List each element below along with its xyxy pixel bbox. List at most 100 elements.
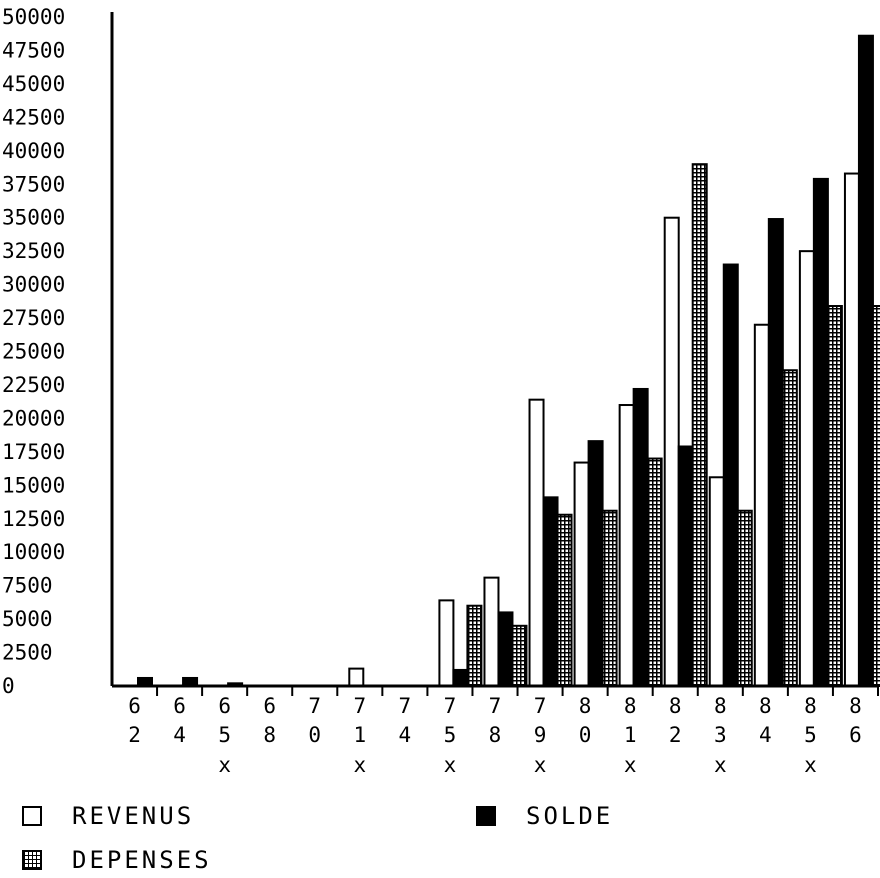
x-tick-label-bottom: 2	[669, 723, 682, 747]
bar-solde	[542, 496, 559, 688]
y-tick-label: 32500	[2, 239, 65, 263]
bar-revenus	[618, 404, 635, 687]
x-tick-label-top: 8	[804, 694, 817, 718]
y-tick-label: 37500	[2, 172, 65, 196]
legend-label-depenses: DEPENSES	[72, 846, 212, 874]
x-tick-mark: x	[534, 753, 547, 777]
bar-revenus	[528, 398, 545, 687]
x-tick-label-top: 8	[759, 694, 772, 718]
legend: REVENUS SOLDE DEPENSES	[0, 790, 880, 878]
y-tick-label: 20000	[2, 406, 65, 430]
bar-depenses	[826, 305, 843, 687]
x-tick-label-top: 6	[218, 694, 231, 718]
x-tick-label-top: 7	[444, 694, 457, 718]
y-tick-label: 35000	[2, 206, 65, 230]
y-tick-label: 40000	[2, 139, 65, 163]
x-tick-label-bottom: 5	[444, 723, 457, 747]
legend-item-depenses: DEPENSES	[22, 846, 212, 874]
y-tick-label: 17500	[2, 440, 65, 464]
bar-revenus	[348, 667, 365, 688]
y-tick-label: 22500	[2, 373, 65, 397]
bar-solde	[497, 611, 514, 687]
legend-swatch-hatched	[22, 850, 42, 870]
x-tick-label-top: 7	[489, 694, 502, 718]
x-tick-label-top: 8	[714, 694, 727, 718]
x-tick-label-top: 8	[579, 694, 592, 718]
legend-item-revenus: REVENUS	[22, 802, 194, 830]
x-tick-label-bottom: 5	[218, 723, 231, 747]
x-tick-label-bottom: 2	[128, 723, 141, 747]
bar-depenses	[736, 509, 753, 687]
bar-solde	[812, 177, 829, 687]
bar-revenus	[753, 323, 770, 687]
bar-chart: 5000047500450004250040000375003500032500…	[2, 5, 880, 777]
x-tick-label-bottom: 4	[759, 723, 772, 747]
bar-revenus	[573, 461, 590, 687]
x-tick-label-top: 7	[353, 694, 366, 718]
x-tick-label-bottom: 8	[263, 723, 276, 747]
x-tick-label-top: 7	[399, 694, 412, 718]
x-tick-label-top: 6	[263, 694, 276, 718]
x-tick-label-bottom: 0	[308, 723, 321, 747]
x-tick-label-bottom: 4	[399, 723, 412, 747]
x-tick-label-bottom: 6	[849, 723, 862, 747]
y-tick-label: 5000	[2, 607, 53, 631]
y-tick-label: 30000	[2, 273, 65, 297]
y-tick-label: 47500	[2, 38, 65, 62]
x-tick-label-top: 7	[308, 694, 321, 718]
legend-swatch-solid	[476, 806, 496, 826]
x-tick-mark: x	[804, 753, 817, 777]
x-tick-mark: x	[624, 753, 637, 777]
bar-depenses	[601, 509, 618, 687]
x-tick-mark: x	[353, 753, 366, 777]
x-tick-label-bottom: 1	[624, 723, 637, 747]
legend-item-solde: SOLDE	[476, 802, 613, 830]
bar-solde	[857, 34, 874, 688]
x-tick-label-top: 8	[624, 694, 637, 718]
bar-solde	[767, 218, 784, 687]
y-tick-label: 2500	[2, 641, 53, 665]
x-tick-label-top: 8	[849, 694, 862, 718]
x-tick-label-top: 8	[669, 694, 682, 718]
legend-label-solde: SOLDE	[526, 802, 614, 830]
legend-swatch-open	[22, 806, 42, 826]
bar-revenus	[438, 599, 455, 687]
y-tick-label: 12500	[2, 507, 65, 531]
x-tick-mark: x	[444, 753, 457, 777]
y-tick-label: 45000	[2, 72, 65, 96]
x-tick-label-bottom: 0	[579, 723, 592, 747]
bar-revenus	[483, 576, 500, 688]
bar-depenses	[556, 513, 573, 688]
x-tick-mark: x	[218, 753, 231, 777]
bar-depenses	[646, 457, 663, 688]
x-tick-label-bottom: 8	[489, 723, 502, 747]
y-tick-label: 0	[2, 674, 15, 698]
x-tick-label-bottom: 4	[173, 723, 186, 747]
legend-label-revenus: REVENUS	[72, 802, 195, 830]
x-tick-label-bottom: 5	[804, 723, 817, 747]
x-tick-label-bottom: 1	[353, 723, 366, 747]
y-tick-label: 25000	[2, 340, 65, 364]
bar-solde	[452, 668, 469, 687]
bar-depenses	[511, 624, 528, 687]
x-tick-label-bottom: 9	[534, 723, 547, 747]
bar-revenus	[708, 476, 725, 687]
bar-revenus	[798, 250, 815, 687]
y-tick-label: 7500	[2, 574, 53, 598]
y-tick-label: 10000	[2, 540, 65, 564]
bar-depenses	[871, 305, 880, 687]
x-tick-label-bottom: 3	[714, 723, 727, 747]
bar-depenses	[781, 369, 798, 687]
x-tick-label-top: 6	[128, 694, 141, 718]
y-tick-label: 27500	[2, 306, 65, 330]
x-tick-label-top: 6	[173, 694, 186, 718]
bar-revenus	[843, 172, 860, 687]
y-tick-label: 42500	[2, 105, 65, 129]
bar-solde	[722, 263, 739, 687]
y-tick-label: 15000	[2, 473, 65, 497]
x-tick-mark: x	[714, 753, 727, 777]
bar-solde	[587, 440, 604, 687]
bar-depenses	[466, 604, 483, 687]
bar-depenses	[691, 163, 708, 687]
bar-solde	[677, 445, 694, 687]
